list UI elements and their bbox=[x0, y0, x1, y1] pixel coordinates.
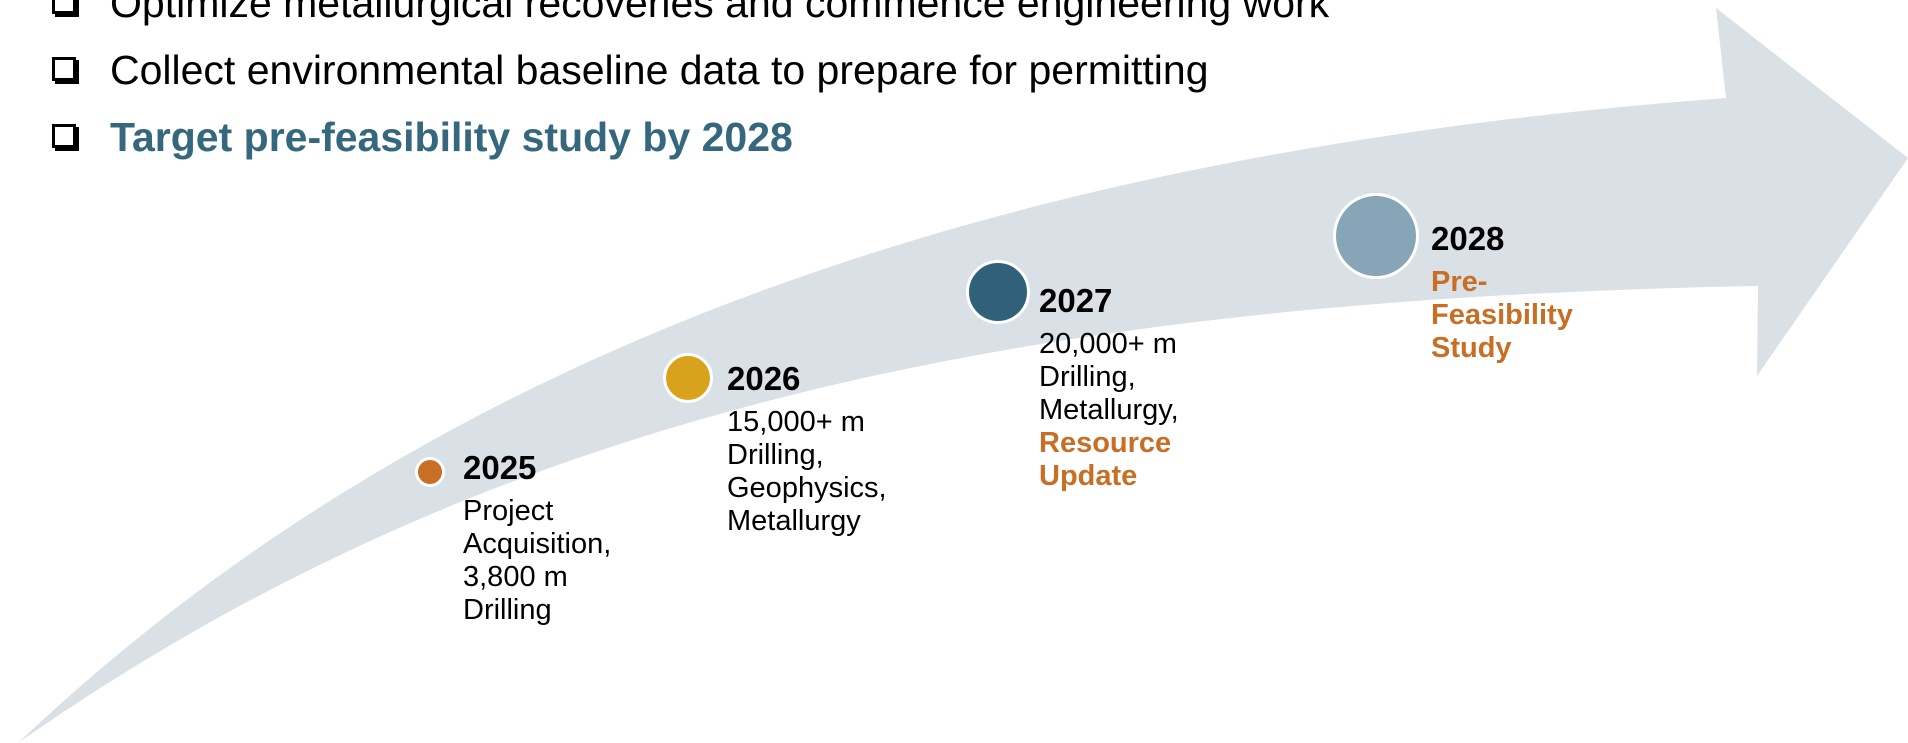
objective-item-environmental: Collect environmental baseline data to p… bbox=[52, 37, 1329, 104]
milestone-highlight: Update bbox=[1039, 460, 1138, 492]
milestone-highlight: Feasibility bbox=[1431, 299, 1573, 331]
milestone-detail: 20,000+ m bbox=[1039, 328, 1177, 360]
milestone-detail: Drilling, bbox=[727, 439, 824, 471]
milestone-year: 2025 bbox=[463, 449, 537, 486]
objective-item-metallurgy: Optimize metallurgical recoveries and co… bbox=[52, 0, 1329, 37]
checkbox-icon bbox=[52, 56, 76, 81]
milestone-detail: 15,000+ m bbox=[727, 406, 865, 438]
checkbox-icon bbox=[52, 0, 76, 14]
milestone-dot-2027 bbox=[966, 260, 1030, 324]
milestone-dot-2028 bbox=[1333, 193, 1419, 279]
milestone-year: 2026 bbox=[727, 360, 801, 397]
milestone-highlight: Resource bbox=[1039, 427, 1172, 459]
milestone-detail: Project bbox=[463, 495, 554, 527]
objectives-list: Optimize metallurgical recoveries and co… bbox=[52, 0, 1329, 171]
milestone-detail: Acquisition, bbox=[463, 528, 612, 560]
milestone-dot-2026 bbox=[663, 353, 713, 403]
milestone-detail: Metallurgy, bbox=[1039, 394, 1179, 426]
timeline-arrow-shape bbox=[18, 8, 1908, 743]
milestone-2025: 2025 Project Acquisition, 3,800 m Drilli… bbox=[463, 448, 611, 627]
objective-text: Target pre-feasibility study by 2028 bbox=[110, 114, 793, 160]
milestone-2026: 2026 15,000+ m Drilling, Geophysics, Met… bbox=[727, 359, 887, 538]
milestone-highlight: Pre- bbox=[1431, 266, 1488, 298]
milestone-detail: Geophysics, bbox=[727, 472, 887, 504]
milestone-highlight: Study bbox=[1431, 332, 1512, 364]
milestone-detail: Drilling bbox=[463, 594, 552, 626]
milestone-year: 2028 bbox=[1431, 220, 1505, 257]
milestone-detail: 3,800 m bbox=[463, 561, 568, 593]
objective-item-prefeasibility: Target pre-feasibility study by 2028 bbox=[52, 104, 1329, 171]
milestone-detail: Drilling, bbox=[1039, 361, 1136, 393]
milestone-dot-2025 bbox=[415, 457, 445, 487]
milestone-2027: 2027 20,000+ m Drilling, Metallurgy, Res… bbox=[1039, 281, 1179, 493]
milestone-year: 2027 bbox=[1039, 282, 1113, 319]
checkbox-icon bbox=[52, 123, 76, 148]
milestone-2028: 2028 Pre- Feasibility Study bbox=[1431, 219, 1573, 365]
milestone-detail: Metallurgy bbox=[727, 505, 861, 537]
objective-text: Optimize metallurgical recoveries and co… bbox=[110, 0, 1330, 26]
objective-text: Collect environmental baseline data to p… bbox=[110, 47, 1209, 93]
